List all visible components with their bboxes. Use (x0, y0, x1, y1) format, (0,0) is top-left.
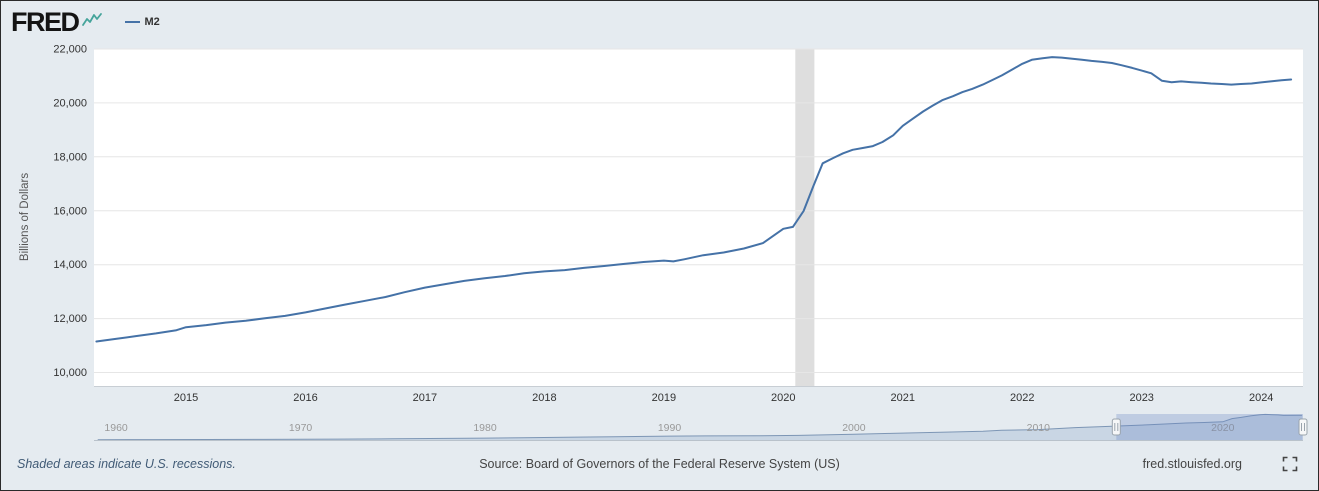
svg-text:2016: 2016 (293, 392, 317, 404)
svg-text:1960: 1960 (104, 422, 128, 434)
legend-label: M2 (144, 16, 160, 28)
fred-logo-sparkline-icon (81, 12, 102, 26)
navigator-left-handle[interactable] (1111, 418, 1121, 436)
recession-note: Shaded areas indicate U.S. recessions. (17, 457, 236, 471)
legend-line-swatch (124, 21, 140, 23)
svg-text:18,000: 18,000 (53, 151, 87, 163)
navigator-right-handle[interactable] (1298, 418, 1308, 436)
svg-text:2020: 2020 (1211, 422, 1235, 434)
svg-text:2010: 2010 (1027, 422, 1051, 434)
range-navigator[interactable]: 1960 1970 1980 1990 2000 2010 2020 (1, 411, 1319, 445)
svg-text:16,000: 16,000 (53, 205, 87, 217)
m2-line-chart[interactable]: 10,000 12,000 14,000 16,000 18,000 20,000 22,0… (1, 1, 1319, 411)
site-link[interactable]: fred.stlouisfed.org (1142, 457, 1242, 471)
svg-text:2023: 2023 (1129, 392, 1153, 404)
svg-text:20,000: 20,000 (53, 97, 87, 109)
svg-text:1970: 1970 (289, 422, 313, 434)
svg-text:2000: 2000 (842, 422, 866, 434)
svg-text:10,000: 10,000 (53, 367, 87, 379)
svg-text:14,000: 14,000 (53, 259, 87, 271)
fred-logo[interactable]: FRED (11, 6, 103, 37)
svg-text:1990: 1990 (658, 422, 682, 434)
navigator-selected-range (1116, 414, 1303, 440)
svg-text:2020: 2020 (771, 392, 795, 404)
svg-text:2018: 2018 (532, 392, 556, 404)
chart-header: FRED M2 (11, 6, 160, 38)
svg-text:22,000: 22,000 (53, 44, 87, 56)
svg-text:1980: 1980 (473, 422, 497, 434)
svg-text:2017: 2017 (413, 392, 437, 404)
svg-text:2022: 2022 (1010, 392, 1034, 404)
svg-text:2021: 2021 (891, 392, 915, 404)
svg-text:2015: 2015 (174, 392, 198, 404)
svg-text:2019: 2019 (652, 392, 676, 404)
legend-item-m2[interactable]: M2 (124, 16, 160, 28)
fullscreen-icon[interactable] (1282, 456, 1298, 472)
fred-logo-text: FRED (11, 6, 80, 37)
svg-text:12,000: 12,000 (53, 313, 87, 325)
svg-text:2024: 2024 (1249, 392, 1273, 404)
